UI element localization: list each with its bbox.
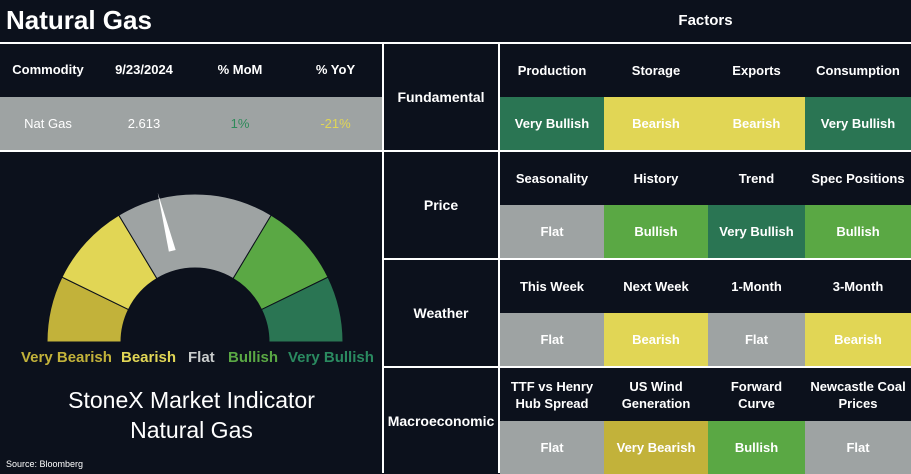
factor-label: Trend: [738, 171, 775, 186]
category-macroeconomic: Macroeconomic: [387, 413, 495, 429]
divider: [382, 43, 384, 473]
factor-label: Exports: [732, 63, 781, 78]
factor-label: Newcastle Coal Prices: [810, 378, 906, 411]
commodity-mom: 1%: [230, 116, 250, 131]
factor-label: TTF vs Henry Hub Spread: [510, 378, 594, 411]
gauge-needle: [157, 192, 176, 252]
factor-rating: Flat: [708, 313, 805, 366]
factor-rating: Bullish: [708, 421, 805, 474]
factor-label: US Wind Generation: [621, 378, 691, 411]
divider: [0, 150, 911, 152]
factor-rating: Bearish: [708, 97, 805, 150]
category-price: Price: [423, 197, 459, 213]
gauge-segment-very-bullish: [260, 276, 344, 343]
factor-rating: Flat: [500, 421, 604, 474]
factor-label: Forward Curve: [730, 378, 783, 411]
factor-label: Production: [517, 63, 587, 78]
factor-rating: Flat: [500, 313, 604, 366]
divider: [383, 366, 911, 368]
page-title: Natural Gas: [6, 5, 152, 35]
factor-label: 3-Month: [832, 279, 884, 294]
col-header-mom: % MoM: [217, 62, 263, 77]
factor-rating: Very Bullish: [805, 97, 911, 150]
market-gauge: [46, 192, 344, 343]
factor-rating: Bullish: [604, 205, 708, 258]
factor-label: Seasonality: [515, 171, 589, 186]
divider: [0, 42, 911, 44]
legend-bearish: Bearish: [121, 349, 177, 366]
factor-rating: Very Bullish: [500, 97, 604, 150]
factor-label: Consumption: [816, 63, 900, 78]
factor-rating: Very Bullish: [708, 205, 805, 258]
category-weather: Weather: [413, 305, 469, 321]
divider: [498, 43, 500, 473]
divider: [383, 258, 911, 260]
factor-rating: Flat: [805, 421, 911, 474]
gauge-hub: [122, 269, 268, 342]
factor-label: History: [633, 171, 679, 186]
factor-label: Spec Positions: [811, 171, 905, 186]
factors-title: Factors: [678, 12, 733, 29]
source-note: Source: Bloomberg: [6, 459, 84, 469]
indicator-title-line1: StoneX Market Indicator: [68, 387, 315, 413]
col-header-yoy: % YoY: [315, 62, 356, 77]
factor-rating: Very Bearish: [604, 421, 708, 474]
factor-rating: Flat: [500, 205, 604, 258]
factor-rating: Bearish: [805, 313, 911, 366]
commodity-name: Nat Gas: [24, 116, 72, 131]
legend-bullish: Bullish: [228, 349, 279, 366]
factor-label: Next Week: [623, 279, 689, 294]
col-header-commodity: Commodity: [12, 62, 84, 77]
commodity-row: [0, 97, 383, 150]
factor-label: Storage: [631, 63, 681, 78]
category-fundamental: Fundamental: [397, 89, 485, 105]
factor-rating: Bullish: [805, 205, 911, 258]
legend-very-bullish: Very Bullish: [288, 349, 374, 366]
legend-flat: Flat: [188, 349, 215, 366]
factor-label: 1-Month: [731, 279, 782, 294]
indicator-title-line2: Natural Gas: [130, 417, 253, 443]
legend-very-bearish: Very Bearish: [21, 349, 112, 366]
commodity-price: 2.613: [127, 116, 161, 131]
col-header-date: 9/23/2024: [115, 62, 173, 77]
factor-rating: Bearish: [604, 313, 708, 366]
commodity-yoy: -21%: [320, 116, 351, 131]
factor-rating: Bearish: [604, 97, 708, 150]
factor-label: This Week: [519, 279, 585, 294]
